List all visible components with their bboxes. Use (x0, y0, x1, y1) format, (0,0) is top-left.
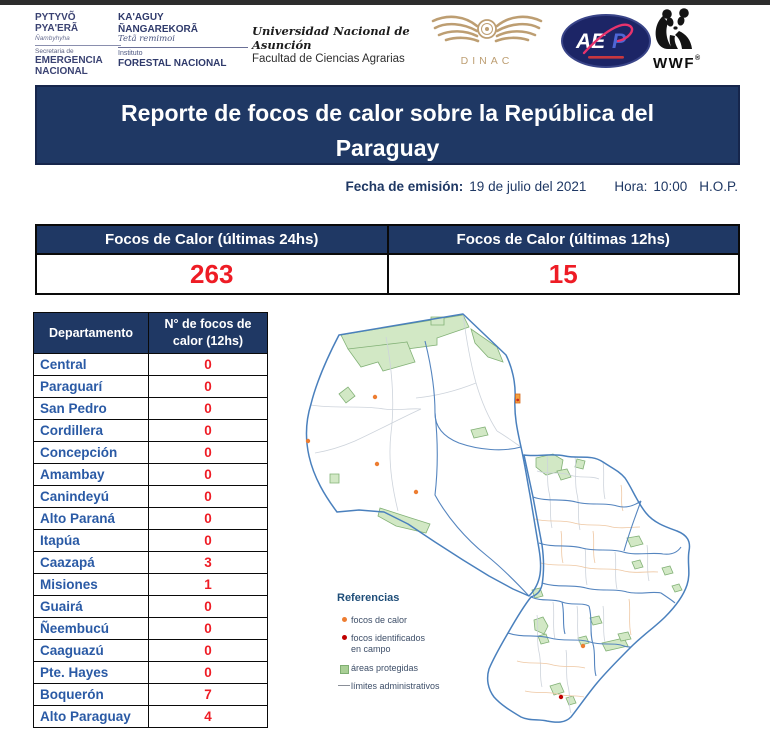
legend-item-identificados: focos identificados en campo (337, 633, 469, 656)
district-lines-gray (310, 313, 650, 714)
infona-line4: Instituto (118, 49, 143, 57)
infona-line5: FORESTAL NACIONAL (118, 57, 227, 69)
infona-logo: KA'AGUY ÑANGAREKORÃ Tetã remimoi Institu… (118, 12, 248, 69)
hora-value: 10:00 (653, 179, 688, 194)
dinac-logo: DINAC (428, 10, 546, 67)
summary-header-12h: Focos de Calor (últimas 12hs) (386, 224, 740, 255)
count-col-header: N° de focos de calor (12hs) (148, 312, 268, 354)
dinac-wings-icon (431, 15, 543, 43)
sen-logo: PYTYVÕ PYA'ERÃ Ñambyhyha Secretaria de E… (35, 12, 121, 77)
wwf-label: WWF® (653, 55, 702, 72)
aep-emblem-icon: AE P (561, 14, 651, 68)
wwf-registered: ® (694, 55, 702, 62)
hora-label: Hora: (614, 179, 648, 194)
dinac-label: DINAC (460, 55, 514, 67)
legend-item-focos: focos de calor (337, 615, 469, 626)
una-logo: Universidad Nacional de Asunción Faculta… (252, 24, 422, 65)
table-row: Concepción 0 (33, 441, 268, 464)
table-row: Misiones 1 (33, 573, 268, 596)
orange-dot-icon (337, 616, 351, 622)
table-row: Boquerón 7 (33, 683, 268, 706)
legend-title: Referencias (337, 592, 400, 604)
sen-line5: EMERGENCIA (35, 54, 103, 66)
table-row: Caazapá 3 (33, 551, 268, 574)
table-row: Canindeyú 0 (33, 485, 268, 508)
sen-line4: Secretaria de (35, 47, 74, 55)
emission-line: Fecha de emisión: 19 de julio del 2021 Hor… (35, 179, 739, 194)
legend-item-limites: límites administrativos (337, 681, 469, 692)
svg-text:AE: AE (575, 30, 606, 53)
una-name: Universidad Nacional de Asunción (252, 24, 410, 52)
sen-line1: PYTYVÕ (35, 12, 76, 23)
protected-areas (329, 314, 683, 706)
district-lines-orange (516, 484, 659, 698)
river-heat-cluster (515, 393, 521, 404)
green-square-icon (337, 664, 351, 674)
table-row: Amambay 0 (33, 463, 268, 486)
legend-item-areas: áreas protegidas (337, 663, 469, 674)
emission-date: 19 de julio del 2021 (469, 179, 587, 194)
table-row: Itapúa 0 (33, 529, 268, 552)
table-row: Guairá 0 (33, 595, 268, 618)
table-row: Cordillera 0 (33, 419, 268, 442)
summary-table: Focos de Calor (últimas 24hs) Focos de C… (35, 224, 740, 295)
table-row: Paraguarí 0 (33, 375, 268, 398)
panda-icon (655, 8, 692, 49)
emission-label: Fecha de emisión: (345, 179, 464, 194)
map-legend: Referencias focos de calor focos identif… (337, 592, 469, 699)
una-faculty: Facultad de Ciencias Agrarias (252, 53, 405, 65)
infona-line1: KA'AGUY (118, 12, 164, 23)
infona-slogan: Tetã remimoi (118, 34, 248, 48)
report-title: Reporte de focos de calor sobre la Repúb… (121, 100, 654, 161)
infona-line2: ÑANGAREKORÃ (118, 23, 198, 35)
gray-line-icon (337, 683, 351, 686)
summary-value-12h: 15 (386, 253, 740, 295)
top-strip (0, 0, 770, 5)
department-table: Departamento N° de focos de calor (12hs)… (33, 312, 268, 728)
country-outline (305, 313, 691, 723)
table-row: Ñeembucú 0 (33, 617, 268, 640)
wwf-logo: WWF® (653, 8, 709, 72)
sen-slogan: Ñambyhyha (35, 35, 121, 46)
aep-logo: AE P (560, 13, 652, 76)
dept-col-header: Departamento (33, 312, 149, 354)
red-dot-icon (337, 635, 351, 640)
table-row: Caaguazú 0 (33, 639, 268, 662)
department-boundaries (424, 340, 682, 677)
table-row: Alto Paraguay 4 (33, 705, 268, 728)
heat-spots (305, 393, 586, 700)
table-row: Pte. Hayes 0 (33, 661, 268, 684)
field-identified-spot (558, 694, 564, 700)
summary-header-24h: Focos de Calor (últimas 24hs) (35, 224, 389, 255)
hop-suffix: H.O.P. (699, 179, 738, 194)
summary-value-24h: 263 (35, 253, 389, 295)
paraguay-heat-map (305, 313, 691, 723)
report-title-banner: Reporte de focos de calor sobre la Repúb… (35, 85, 740, 165)
sen-line6: NACIONAL (35, 66, 88, 78)
table-row: Central 0 (33, 353, 268, 376)
table-row: Alto Paraná 0 (33, 507, 268, 530)
table-row: San Pedro 0 (33, 397, 268, 420)
sen-line2: PYA'ERÃ (35, 23, 79, 35)
